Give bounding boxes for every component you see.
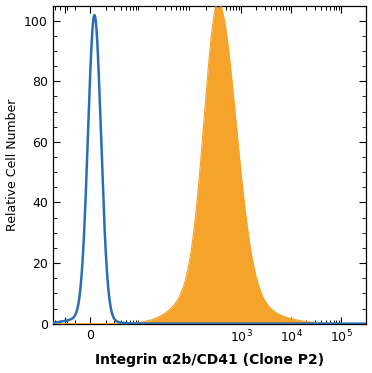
Y-axis label: Relative Cell Number: Relative Cell Number [6, 98, 19, 231]
X-axis label: Integrin α2b/CD41 (Clone P2): Integrin α2b/CD41 (Clone P2) [95, 354, 324, 367]
